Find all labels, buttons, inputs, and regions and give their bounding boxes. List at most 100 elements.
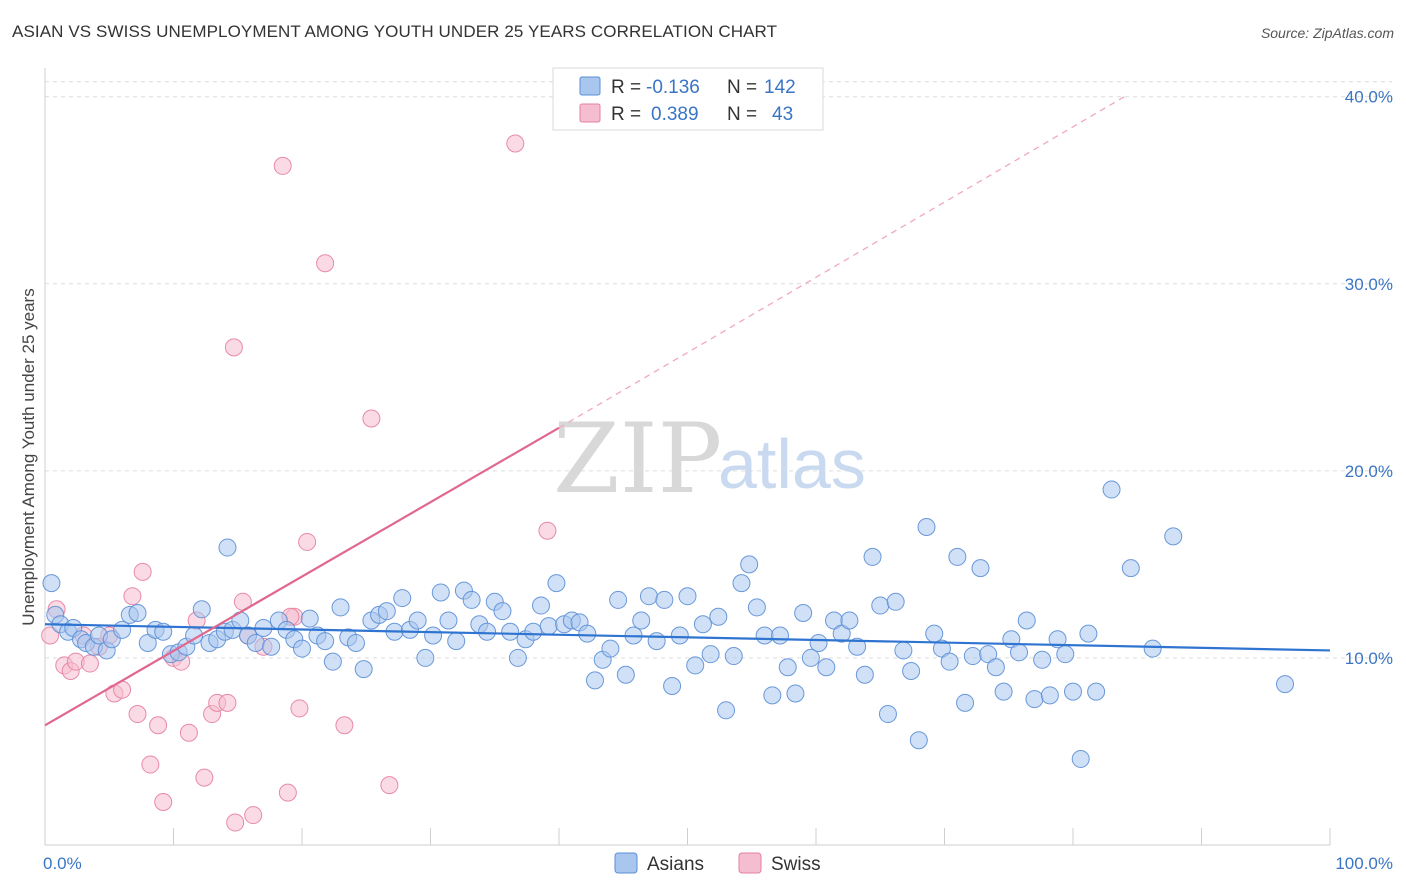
- asians-point: [778, 658, 797, 677]
- y-tick-label: 20.0%: [1345, 462, 1393, 481]
- swiss-point: [273, 156, 292, 175]
- asians-point: [539, 617, 558, 636]
- asians-point: [732, 574, 751, 593]
- swiss-point: [278, 783, 297, 802]
- asians-point: [478, 622, 497, 641]
- asians-point: [408, 611, 427, 630]
- y-tick-label: 30.0%: [1345, 275, 1393, 294]
- asians-point: [670, 626, 689, 645]
- watermark-atlas: atlas: [718, 425, 866, 503]
- asians-point: [940, 652, 959, 671]
- asians-point: [686, 656, 705, 675]
- legend-asians-label: Asians: [647, 854, 704, 875]
- swiss-point: [41, 626, 60, 645]
- asians-point: [663, 676, 682, 695]
- asians-point: [501, 622, 520, 641]
- source-label: Source: ZipAtlas.com: [1260, 25, 1394, 41]
- legend-swiss-swatch: [738, 852, 762, 874]
- asians-point: [886, 592, 905, 611]
- asians-r-label: R =: [611, 77, 641, 98]
- asians-point: [801, 648, 820, 667]
- asians-trendline: [44, 623, 1331, 652]
- asians-point: [994, 682, 1013, 701]
- asians-point: [925, 624, 944, 643]
- asians-point: [300, 609, 319, 628]
- swiss-point: [195, 768, 214, 787]
- asians-point: [1087, 682, 1106, 701]
- asians-point: [113, 620, 132, 639]
- asians-point: [493, 602, 512, 621]
- watermark: ZIP atlas: [553, 403, 866, 515]
- asians-point: [902, 662, 921, 681]
- legend-swiss-label: Swiss: [771, 854, 821, 875]
- asians-n-value: 142: [764, 77, 796, 98]
- legend-asians-swatch: [614, 852, 638, 874]
- asians-n-label: N =: [727, 77, 757, 98]
- asians-point: [717, 701, 736, 720]
- asians-point: [809, 633, 828, 652]
- asians-point: [524, 622, 543, 641]
- series-legend: Asians Swiss: [614, 852, 821, 875]
- asians-point: [293, 639, 311, 658]
- asians-point: [786, 684, 805, 703]
- asians-point: [1064, 682, 1082, 701]
- x-tick-max: 100.0%: [1335, 854, 1393, 873]
- asians-point: [986, 658, 1005, 677]
- swiss-r-label: R =: [611, 104, 641, 125]
- swiss-point: [141, 755, 160, 774]
- swiss-trendline-extension: [558, 96, 1125, 429]
- asians-points: [42, 480, 1295, 768]
- y-axis-label: Unemployment Among Youth under 25 years: [19, 288, 38, 625]
- chart-title: ASIAN VS SWISS UNEMPLOYMENT AMONG YOUTH …: [12, 22, 778, 41]
- asians-point: [639, 587, 658, 606]
- asians-point: [740, 555, 759, 574]
- asians-point: [1276, 675, 1295, 694]
- asians-point: [416, 648, 435, 667]
- x-tick-min: 0.0%: [43, 854, 82, 873]
- asians-point: [316, 632, 335, 651]
- asians-point: [917, 517, 936, 536]
- swiss-point: [133, 562, 152, 581]
- axes: [44, 68, 1331, 846]
- asians-point: [1017, 611, 1036, 630]
- asians-point: [701, 645, 720, 664]
- asians-point: [817, 658, 836, 677]
- asians-point: [632, 611, 651, 630]
- asians-point: [794, 604, 813, 623]
- swiss-points: [41, 134, 557, 832]
- asians-point: [585, 671, 604, 690]
- asians-point: [616, 665, 635, 684]
- asians-point: [246, 633, 265, 652]
- asians-point: [331, 598, 350, 617]
- swiss-point: [290, 699, 309, 718]
- asians-r-value: -0.136: [646, 77, 700, 98]
- asians-point: [878, 705, 897, 724]
- asians-point: [1048, 630, 1067, 649]
- swiss-point: [244, 806, 263, 825]
- asians-point: [462, 590, 481, 609]
- asians-point: [848, 637, 867, 656]
- y-tick-label: 10.0%: [1345, 649, 1393, 668]
- asians-point: [128, 604, 147, 623]
- asians-point: [1056, 645, 1075, 664]
- asians-point: [431, 583, 450, 602]
- swiss-point: [80, 654, 99, 673]
- swiss-point: [179, 723, 198, 742]
- watermark-zip: ZIP: [553, 403, 722, 515]
- asians-point: [871, 596, 890, 615]
- asians-point: [1164, 527, 1183, 546]
- asians-point: [1143, 639, 1162, 658]
- y-tick-label: 40.0%: [1345, 88, 1393, 107]
- trendlines: [44, 96, 1331, 727]
- asians-point: [377, 602, 396, 621]
- asians-point: [1040, 686, 1059, 705]
- asians-point: [609, 590, 628, 609]
- asians-point: [532, 596, 551, 615]
- asians-point: [855, 665, 874, 684]
- asians-point: [424, 626, 443, 645]
- swiss-point: [224, 338, 243, 357]
- asians-point: [1121, 559, 1140, 578]
- swiss-point: [226, 813, 245, 832]
- grid: [45, 81, 1392, 659]
